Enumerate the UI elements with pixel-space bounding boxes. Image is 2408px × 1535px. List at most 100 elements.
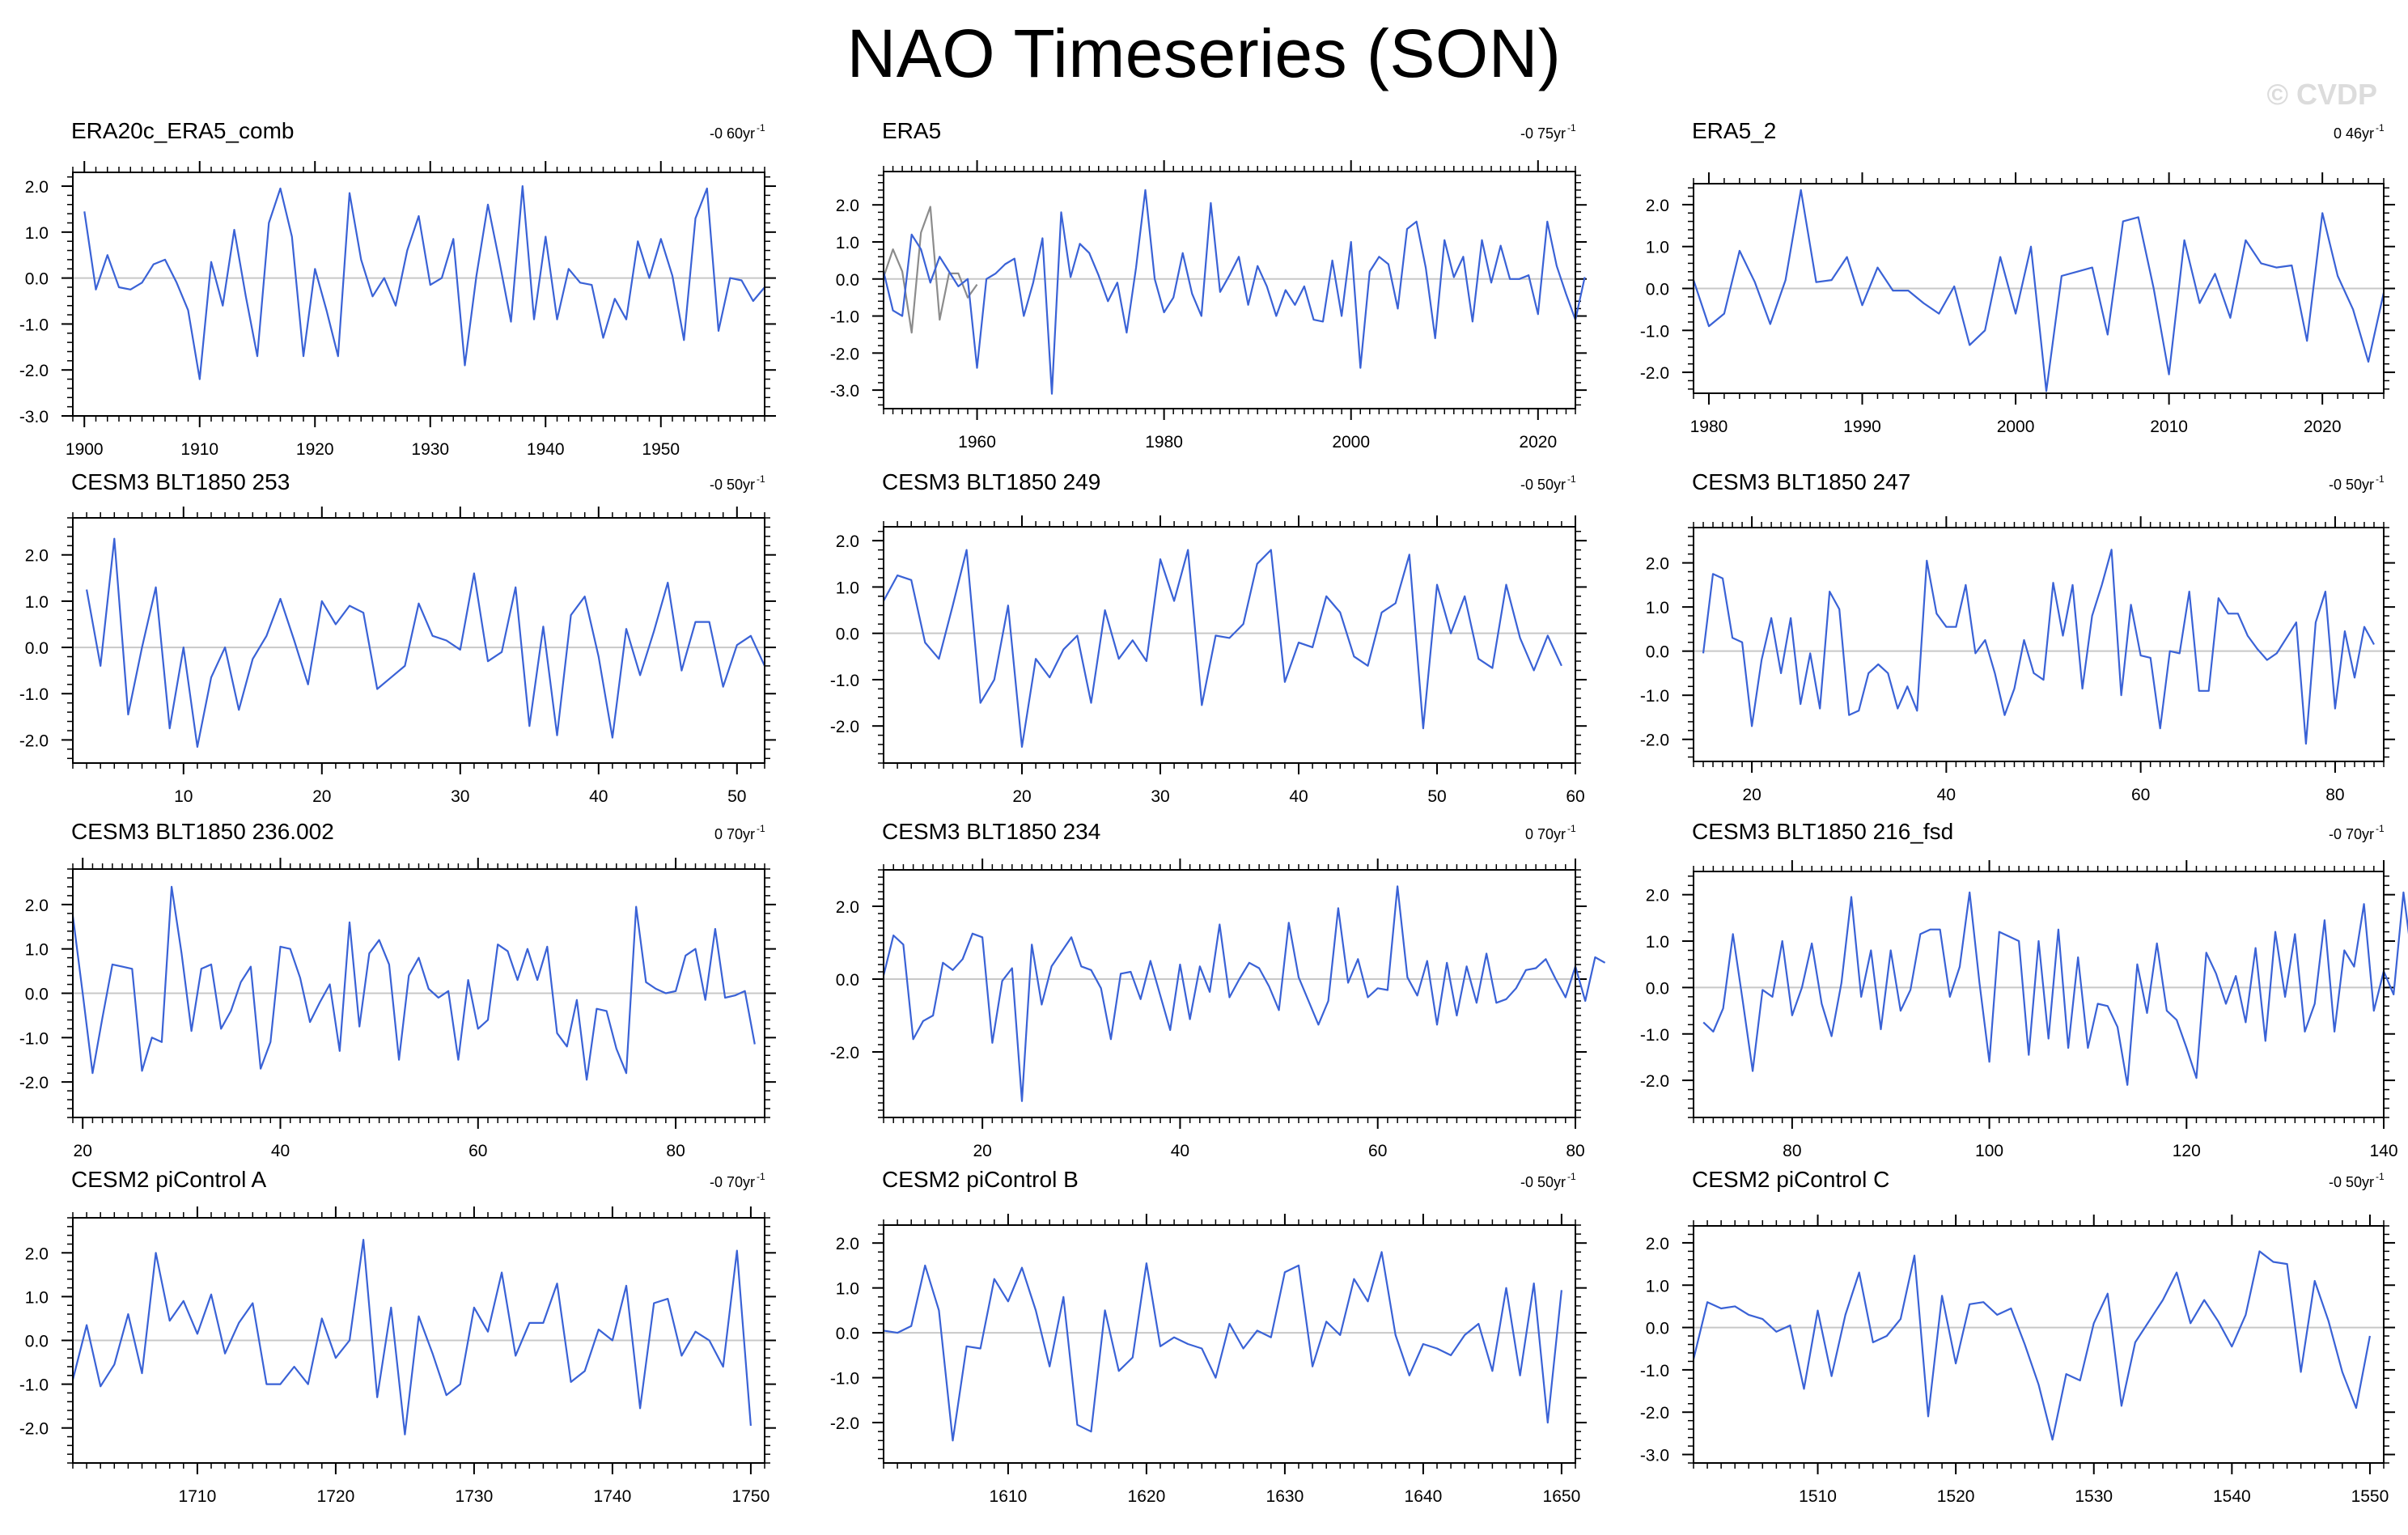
y-tick-label: -1.0	[1640, 1026, 1669, 1045]
x-tick-label: 40	[1937, 786, 1956, 804]
y-tick-label: -2.0	[1640, 731, 1669, 750]
y-tick-label: -1.0	[1640, 1362, 1669, 1380]
y-tick-label: 1.0	[1646, 1277, 1669, 1295]
series-line	[883, 549, 1562, 748]
overlay-series-line	[882, 206, 978, 334]
y-tick-label: 2.0	[25, 547, 49, 566]
y-tick-label: 0.0	[1646, 1320, 1669, 1338]
chart-title: CESM3 BLT1850 234	[882, 819, 1100, 844]
x-tick-label: 1650	[1543, 1487, 1581, 1506]
x-tick-label: 1920	[296, 440, 334, 459]
y-tick-label: -1.0	[19, 685, 49, 704]
plot-frame	[883, 171, 1576, 409]
chart-title: CESM3 BLT1850 253	[71, 469, 290, 494]
series-line	[83, 184, 765, 380]
x-tick-label: 1750	[732, 1487, 770, 1506]
plot-frame	[1693, 527, 2385, 762]
trend-superscript: -1	[1567, 1171, 1576, 1182]
x-tick-label: 40	[271, 1142, 290, 1160]
chart-title: ERA20c_ERA5_comb	[71, 118, 294, 143]
plot-frame	[72, 868, 765, 1118]
trend-superscript: -1	[1567, 122, 1576, 134]
chart-panel: CESM2 piControl B -0 50yr -1 2.0 1.0 0.0 -1.0 -…	[830, 1167, 1587, 1506]
x-tick-label: 20	[1742, 786, 1761, 804]
x-tick-label: 30	[451, 787, 469, 806]
trend-superscript: -1	[1567, 823, 1576, 834]
y-tick-label: 0.0	[836, 1325, 859, 1343]
y-tick-label: -1.0	[830, 308, 859, 327]
plot-frame	[72, 517, 765, 764]
y-tick-label: -2.0	[830, 345, 859, 363]
trend-label: 0 70yr	[1525, 826, 1566, 842]
x-tick-label: 1940	[527, 440, 565, 459]
y-tick-label: 1.0	[25, 941, 49, 960]
y-tick-label: -2.0	[830, 1044, 859, 1062]
x-tick-label: 60	[468, 1142, 487, 1160]
y-tick-label: -3.0	[19, 408, 49, 426]
x-tick-label: 140	[2369, 1142, 2397, 1160]
x-tick-label: 50	[1427, 787, 1446, 806]
y-tick-label: 1.0	[25, 593, 49, 612]
trend-label: -0 60yr	[710, 125, 755, 142]
y-tick-label: 0.0	[25, 639, 49, 658]
x-tick-label: 1630	[1266, 1487, 1304, 1506]
y-tick-label: -2.0	[1640, 364, 1669, 383]
trend-label: -0 70yr	[710, 1174, 755, 1190]
chart-panel: CESM2 piControl C -0 50yr -1 2.0 1.0 0.0 -1.0 -…	[1640, 1167, 2395, 1506]
chart-panel: ERA5_2 0 46yr -1 2.0 1.0 0.0 -1.0 -2.0 1980 1990 2…	[1640, 118, 2395, 436]
x-tick-label: 1640	[1405, 1487, 1443, 1506]
y-tick-label: 0.0	[1646, 643, 1669, 662]
trend-superscript: -1	[757, 823, 765, 834]
x-tick-label: 1980	[1145, 433, 1183, 452]
trend-label: -0 50yr	[1520, 477, 1566, 493]
trend-superscript: -1	[757, 1171, 765, 1182]
chart-title: CESM3 BLT1850 247	[1692, 469, 1910, 494]
x-tick-label: 1720	[317, 1487, 355, 1506]
x-tick-label: 40	[1171, 1142, 1189, 1160]
y-tick-label: 1.0	[25, 224, 49, 243]
y-tick-label: 2.0	[1646, 887, 1669, 905]
x-tick-label: 1530	[2075, 1487, 2113, 1506]
x-tick-label: 100	[1975, 1142, 2003, 1160]
x-tick-label: 80	[1783, 1142, 1801, 1160]
y-tick-label: 0.0	[1646, 281, 1669, 299]
y-tick-label: 2.0	[836, 197, 859, 215]
y-tick-label: 0.0	[1646, 979, 1669, 998]
series-line	[86, 537, 765, 748]
x-tick-label: 60	[1566, 787, 1584, 806]
x-tick-label: 1510	[1799, 1487, 1837, 1506]
y-tick-label: 0.0	[836, 271, 859, 290]
x-tick-label: 1540	[2213, 1487, 2251, 1506]
y-tick-label: -1.0	[19, 316, 49, 334]
x-tick-label: 20	[312, 787, 331, 806]
watermark: © CVDP	[2266, 78, 2377, 111]
y-tick-label: 1.0	[1646, 933, 1669, 952]
trend-label: -0 70yr	[2329, 826, 2374, 842]
plot-frame	[72, 1217, 765, 1464]
x-tick-label: 1710	[179, 1487, 217, 1506]
y-tick-label: -2.0	[19, 1420, 49, 1439]
chart-title: CESM2 piControl A	[71, 1167, 267, 1192]
chart-title: CESM2 piControl C	[1692, 1167, 1889, 1192]
x-tick-label: 120	[2173, 1142, 2201, 1160]
y-tick-label: 0.0	[25, 270, 49, 289]
series-line	[883, 1251, 1562, 1442]
x-tick-label: 2000	[1997, 418, 2035, 436]
trend-superscript: -1	[2376, 122, 2385, 134]
chart-panel: CESM3 BLT1850 247 -0 50yr -1 2.0 1.0 0.0 -1.0 -…	[1640, 469, 2395, 804]
plot-frame	[883, 1224, 1576, 1464]
trend-label: -0 50yr	[710, 477, 755, 493]
x-tick-label: 1910	[180, 440, 218, 459]
y-tick-label: 2.0	[1646, 197, 1669, 215]
chart-title: CESM3 BLT1850 236.002	[71, 819, 334, 844]
y-tick-label: -1.0	[830, 672, 859, 690]
page-title: NAO Timeseries (SON)	[846, 15, 1562, 91]
x-tick-label: 20	[74, 1142, 92, 1160]
x-tick-label: 1980	[1690, 418, 1728, 436]
x-tick-label: 2000	[1332, 433, 1370, 452]
series-line	[882, 189, 1586, 395]
y-tick-label: 1.0	[836, 234, 859, 252]
trend-superscript: -1	[757, 122, 765, 134]
trend-label: -0 50yr	[2329, 1174, 2374, 1190]
